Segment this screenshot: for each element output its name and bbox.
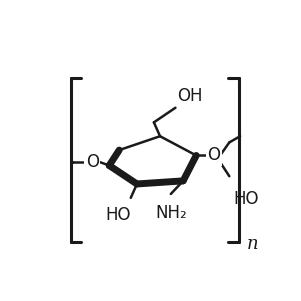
- Text: HO: HO: [233, 190, 259, 208]
- Text: HO: HO: [105, 206, 131, 224]
- Text: NH₂: NH₂: [155, 204, 187, 222]
- Text: O: O: [207, 147, 220, 164]
- Text: OH: OH: [177, 87, 203, 105]
- Text: O: O: [86, 153, 99, 171]
- Text: n: n: [246, 235, 258, 253]
